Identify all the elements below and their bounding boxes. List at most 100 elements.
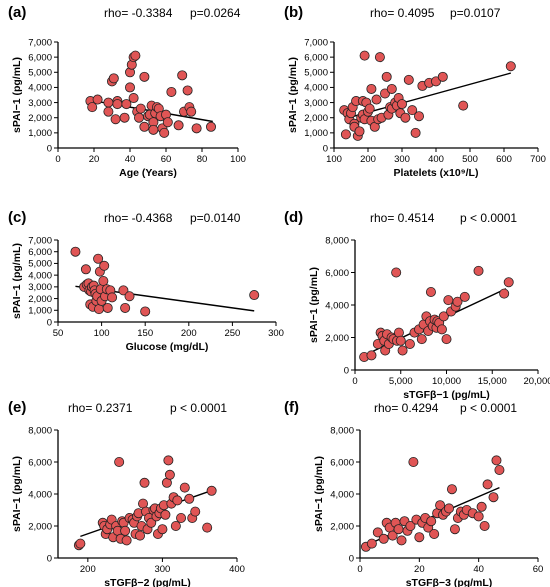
- x-tick-label: 60: [161, 154, 172, 165]
- data-point: [366, 83, 377, 94]
- panel-label: (e): [8, 399, 26, 416]
- y-axis-label: sPAI−1 (pg/mL): [287, 57, 299, 133]
- data-point: [366, 350, 377, 361]
- data-point: [366, 538, 377, 549]
- data-point: [443, 503, 454, 514]
- data-point: [139, 71, 150, 82]
- data-point: [98, 275, 109, 286]
- x-tick-label: 60: [533, 564, 544, 575]
- data-point: [413, 111, 424, 122]
- data-point: [414, 532, 425, 543]
- x-axis-label: Platelets (x10⁹/L): [394, 167, 479, 179]
- data-point: [372, 527, 383, 538]
- data-point: [410, 127, 421, 138]
- data-point: [148, 124, 159, 135]
- data-point: [114, 456, 125, 467]
- x-tick-label: 20: [414, 564, 425, 575]
- data-point: [429, 529, 440, 540]
- data-point: [393, 524, 404, 535]
- y-tick-label: 0: [323, 143, 328, 154]
- data-point: [340, 129, 351, 140]
- rho-value: rho= -0.4368: [104, 211, 173, 225]
- panel-5: (e) rho= 0.2371 p < 0.0001 0 2,000 4,000 6,000…: [8, 399, 245, 587]
- data-point: [159, 127, 170, 138]
- data-point: [186, 106, 197, 117]
- y-tick-label: 4,000: [325, 300, 349, 311]
- x-tick-label: 200: [80, 564, 96, 575]
- data-point: [184, 493, 195, 504]
- x-tick-label: 40: [125, 154, 136, 165]
- data-point: [176, 513, 187, 524]
- y-axis-label: sPAI−1 (pg/mL): [11, 57, 23, 133]
- y-tick-label: 0: [349, 553, 354, 564]
- data-point: [102, 302, 113, 313]
- x-tick-label: 600: [496, 154, 512, 165]
- x-tick-label: 300: [268, 328, 284, 339]
- panel-label: (a): [8, 4, 26, 21]
- data-point: [135, 530, 146, 541]
- y-axis-label: sPAI−1 (pg/mL): [11, 243, 23, 319]
- y-tick-label: 4,000: [330, 489, 354, 500]
- x-tick-label: 100: [326, 154, 342, 165]
- x-tick-label: 20,000: [523, 376, 550, 387]
- y-tick-label: 7,000: [304, 37, 328, 48]
- data-point: [112, 99, 123, 110]
- x-tick-label: 0: [55, 154, 60, 165]
- y-tick-label: 7,000: [28, 235, 52, 246]
- x-tick-label: 400: [428, 154, 444, 165]
- y-tick-label: 2,000: [28, 113, 52, 124]
- rho-value: rho= 0.4514: [370, 211, 435, 225]
- x-tick-label: 80: [197, 154, 208, 165]
- y-tick-label: 2,000: [330, 521, 354, 532]
- data-point: [80, 264, 91, 275]
- data-point: [443, 295, 454, 306]
- p-value: p < 0.0001: [460, 401, 517, 415]
- data-point: [191, 123, 202, 134]
- data-point: [488, 492, 499, 503]
- x-tick-label: 250: [224, 328, 240, 339]
- data-point: [452, 296, 463, 307]
- data-point: [395, 335, 406, 346]
- x-axis-label: sTGFβ−3 (pg/mL): [406, 577, 493, 587]
- data-point: [379, 88, 390, 99]
- y-tick-label: 6,000: [28, 457, 52, 468]
- data-point: [190, 506, 201, 517]
- y-tick-label: 6,000: [28, 52, 52, 63]
- data-point: [92, 94, 103, 105]
- panel-4: (d) rho= 0.4514 p < 0.0001 0 2,000 4,000 6,000…: [284, 209, 550, 401]
- data-point: [458, 100, 469, 111]
- data-point: [125, 82, 136, 93]
- data-point: [354, 126, 365, 137]
- data-point: [407, 105, 418, 116]
- data-point: [205, 121, 216, 132]
- data-point: [446, 484, 457, 495]
- panel-label: (d): [284, 209, 303, 226]
- x-tick-label: 0: [352, 376, 357, 387]
- rho-value: rho= 0.2371: [68, 401, 133, 415]
- data-point: [170, 521, 181, 532]
- data-point: [75, 538, 86, 549]
- data-point: [119, 112, 130, 123]
- x-tick-label: 0: [357, 564, 362, 575]
- data-point: [494, 464, 505, 475]
- data-point: [430, 76, 441, 87]
- data-point: [87, 102, 98, 113]
- data-point: [70, 246, 81, 257]
- data-point: [206, 485, 217, 496]
- data-point: [121, 99, 132, 110]
- y-tick-label: 8,000: [28, 425, 52, 436]
- data-point: [404, 338, 415, 349]
- data-point: [473, 511, 484, 522]
- x-tick-label: 10,000: [432, 376, 461, 387]
- data-point: [139, 121, 150, 132]
- x-axis-label: Glucose (mg/dL): [126, 341, 209, 353]
- data-point: [157, 524, 168, 535]
- y-tick-label: 4,000: [304, 83, 328, 94]
- y-tick-label: 6,000: [325, 268, 349, 279]
- y-tick-label: 2,000: [28, 521, 52, 532]
- x-tick-label: 100: [230, 154, 246, 165]
- data-point: [133, 112, 144, 123]
- x-tick-label: 50: [53, 328, 64, 339]
- x-tick-label: 200: [360, 154, 376, 165]
